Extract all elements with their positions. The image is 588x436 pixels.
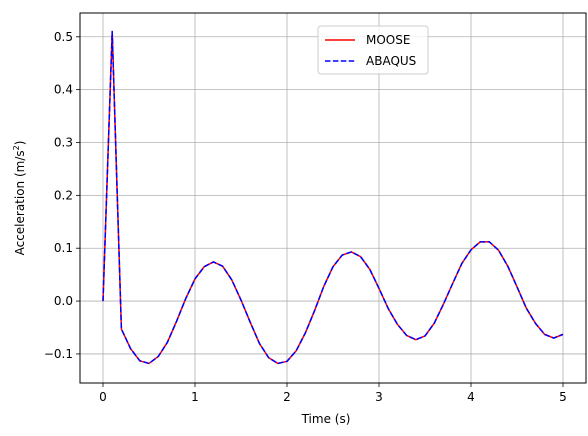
y-axis: −0.1 0.0 0.1 0.2 0.3 0.4 0.5 bbox=[44, 30, 80, 361]
series-layer bbox=[102, 30, 564, 365]
plot-frame bbox=[79, 12, 587, 384]
x-tick-label: 3 bbox=[375, 390, 383, 404]
legend-label-moose: MOOSE bbox=[366, 33, 410, 47]
x-tick-label: 0 bbox=[99, 390, 107, 404]
y-axis-label-sup: 2 bbox=[12, 145, 21, 150]
y-tick-label: 0.2 bbox=[54, 188, 73, 202]
series-line-moose bbox=[102, 30, 564, 365]
x-tick-label: 4 bbox=[467, 390, 475, 404]
x-tick-label: 1 bbox=[191, 390, 199, 404]
y-tick-label: 0.4 bbox=[54, 83, 73, 97]
y-tick-label: 0.5 bbox=[54, 30, 73, 44]
x-tick-label: 2 bbox=[283, 390, 291, 404]
x-tick-label: 5 bbox=[559, 390, 567, 404]
legend-box bbox=[317, 25, 429, 75]
y-tick-label: 0.3 bbox=[54, 136, 73, 150]
y-axis-label-close: ) bbox=[13, 141, 27, 146]
x-axis: 0 1 2 3 4 5 bbox=[99, 383, 567, 404]
y-tick-label: 0.0 bbox=[54, 294, 73, 308]
y-axis-label: Acceleration (m/s2) bbox=[12, 141, 27, 256]
y-axis-label-base: Acceleration (m/s bbox=[13, 150, 27, 255]
legend-label-abaqus: ABAQUS bbox=[366, 54, 416, 68]
y-tick-label: 0.1 bbox=[54, 241, 73, 255]
y-tick-label: −0.1 bbox=[44, 347, 73, 361]
series-line-abaqus bbox=[102, 30, 564, 365]
x-axis-label: Time (s) bbox=[301, 412, 351, 426]
legend: MOOSE ABAQUS bbox=[317, 25, 429, 75]
